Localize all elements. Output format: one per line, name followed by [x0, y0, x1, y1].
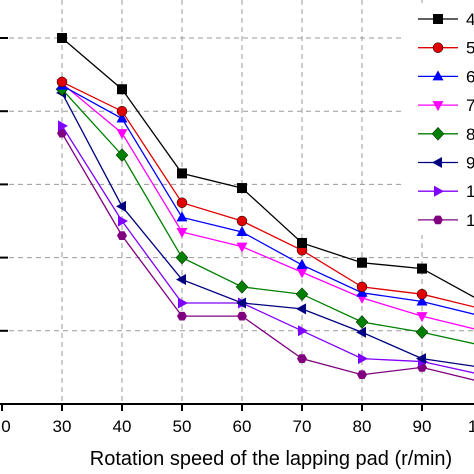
data-point-circle [356, 281, 368, 293]
data-point-square [357, 257, 367, 268]
data-point-triangle-down [416, 312, 428, 323]
x-tick-label: 50 [173, 417, 192, 436]
data-point-hexagon [237, 311, 247, 321]
x-tick-label: 40 [113, 417, 132, 436]
data-point-circle [432, 42, 444, 53]
data-point-hexagon [297, 354, 307, 363]
series-line [61, 88, 474, 345]
data-point-triangle-up [176, 211, 188, 222]
series [55, 82, 474, 345]
legend-box [405, 3, 474, 235]
data-point-triangle-up [236, 225, 248, 236]
data-point-triangle-left [432, 157, 442, 168]
data-point-triangle-up [116, 112, 128, 123]
data-point-hexagon [357, 370, 367, 380]
data-point-triangle-down [432, 101, 444, 112]
data-point-square [433, 14, 443, 24]
data-point-triangle-down [296, 268, 308, 279]
legend-label: 7 [466, 96, 474, 115]
data-point-triangle-down [236, 242, 248, 253]
data-point-square [417, 263, 427, 274]
data-point-triangle-down [116, 129, 128, 140]
data-point-triangle-left [176, 274, 186, 286]
data-point-circle [176, 197, 188, 208]
x-tick-label: 100 [468, 417, 474, 436]
series-line [61, 132, 474, 381]
data-point-square [297, 237, 307, 248]
data-point-diamond [295, 287, 309, 302]
series [56, 79, 474, 315]
series-line [61, 37, 474, 298]
series [58, 120, 474, 374]
x-tick-label: 60 [233, 417, 252, 436]
legend-label: 9 [466, 154, 474, 173]
data-point-diamond [355, 315, 369, 329]
data-point-triangle-right [358, 353, 368, 365]
legend-label: 5 [466, 39, 474, 58]
data-point-triangle-left [356, 326, 366, 338]
grid [0, 0, 474, 404]
x-axis-title: Rotation speed of the lapping pad (r/min… [90, 448, 452, 470]
data-point-triangle-up [432, 70, 444, 81]
legend-label: 1 [466, 182, 474, 201]
data-point-triangle-down [176, 227, 188, 238]
data-point-hexagon [433, 215, 443, 225]
x-tick-label: 90 [413, 417, 432, 436]
data-point-diamond [235, 280, 249, 294]
series-group [55, 33, 474, 381]
x-tick-label: 80 [353, 417, 372, 436]
series-line [61, 82, 474, 330]
legend-label: 4 [466, 10, 474, 29]
legend-label: 8 [466, 125, 474, 144]
data-point-triangle-right [298, 325, 308, 337]
data-point-square [117, 84, 127, 95]
data-point-hexagon [177, 311, 187, 321]
data-point-diamond [115, 148, 129, 162]
x-tick-label: 30 [53, 417, 72, 436]
series [57, 33, 474, 298]
data-point-diamond [175, 250, 189, 265]
legend-label: 6 [466, 67, 474, 86]
data-point-circle [56, 76, 68, 88]
series-line [61, 81, 474, 308]
series-line [61, 92, 474, 367]
data-point-diamond [431, 126, 445, 141]
data-point-square [57, 33, 67, 43]
legend-label: 1 [466, 211, 474, 230]
data-point-circle [116, 105, 128, 117]
data-point-triangle-left [116, 200, 126, 212]
data-point-square [177, 168, 187, 179]
data-point-triangle-up [296, 258, 308, 269]
x-tick-label: 0 [1, 417, 10, 436]
data-point-triangle-left [236, 297, 246, 309]
data-point-triangle-right [118, 215, 128, 227]
series-line [61, 125, 474, 374]
x-ticks: 0 30 40 50 60 70 80 90 100 [1, 404, 474, 436]
data-point-square [237, 183, 247, 194]
data-point-triangle-right [178, 297, 188, 309]
data-point-triangle-left [296, 303, 306, 315]
data-point-circle [236, 215, 248, 227]
data-point-triangle-up [416, 295, 428, 306]
data-point-triangle-right [434, 185, 444, 197]
data-point-hexagon [117, 231, 127, 240]
data-point-triangle-left [416, 353, 426, 365]
data-point-triangle-right [58, 120, 68, 132]
data-point-circle [416, 288, 428, 300]
data-point-diamond [415, 325, 429, 340]
x-tick-label: 70 [293, 417, 312, 436]
series-line [61, 85, 474, 315]
legend: 4 5 6 7 8 9 1 1 [405, 3, 474, 235]
